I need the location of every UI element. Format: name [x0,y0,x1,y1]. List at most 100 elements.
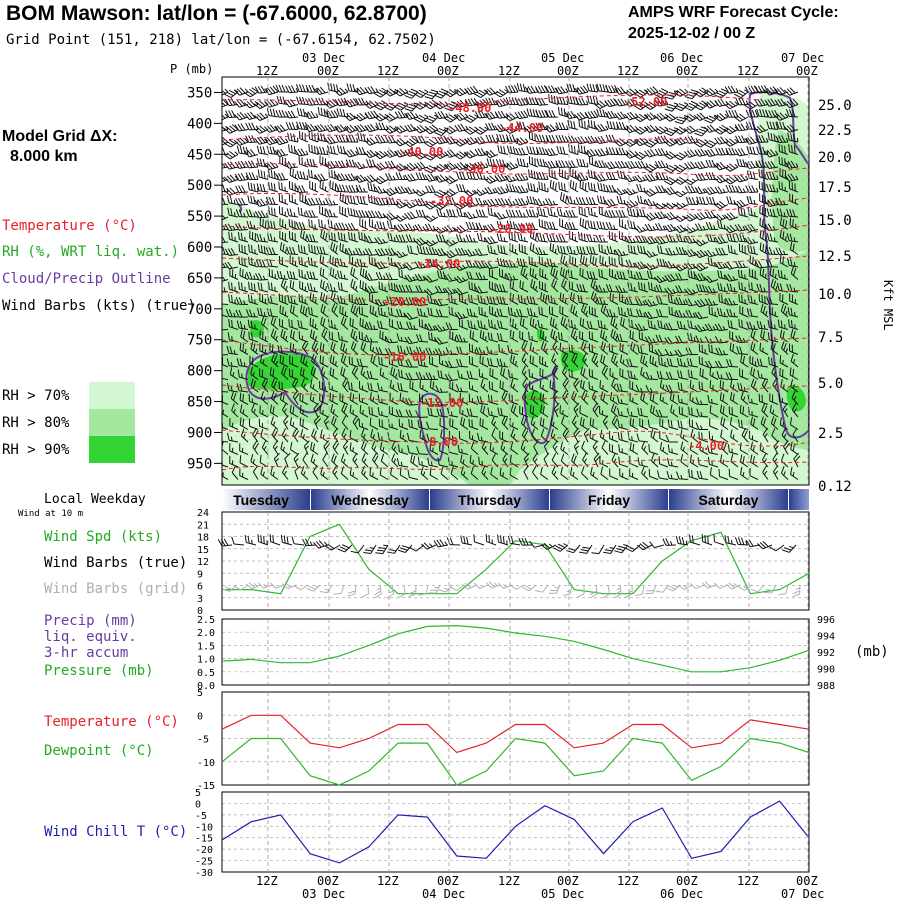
wind-barb [654,98,669,107]
wind-barb [734,174,749,183]
wind-barb [715,147,729,156]
wind-barb [253,125,269,134]
wind-barb [574,85,589,95]
wind-barb [644,149,659,158]
wind-barb [743,101,759,110]
wind-barb [519,280,529,293]
wind-barb [288,193,299,205]
wind-barb [749,255,759,268]
bottom-hour-label: 12Z [256,874,278,888]
top-date-label: 03 Dec [302,51,345,65]
bottom-date-label: 03 Dec [302,887,345,900]
wind-barb [333,87,349,96]
wind-barb [395,284,409,293]
bottom-hour-label: 12Z [377,874,399,888]
height-tick-label: 20.0 [818,150,852,166]
wind-barb [558,181,569,193]
wind-barb [383,187,399,197]
wind-barb [526,146,539,155]
wind-barb [484,223,499,233]
wind-barb [579,267,589,280]
wind-barb [647,281,659,293]
wind-barb [305,84,319,93]
wind-barb [286,208,299,218]
wind-barb [415,209,429,218]
wind-barb [787,132,799,143]
wind-barb [404,88,419,99]
wind-barb [666,584,681,592]
dewpoint-label: Dewpoint (°C) [44,743,154,759]
wind-barb [546,221,559,230]
wind-barb [234,99,249,108]
wind-barb [776,208,789,218]
wind-barb [268,206,279,218]
wind-barb [505,259,519,268]
wind-barb [255,259,269,268]
panel-tick-label: 0 [197,711,203,722]
wind-barb [413,89,429,98]
wind-barb [433,201,449,210]
wind-barb [298,156,309,168]
wind-barb [424,275,439,283]
wind-barb [257,307,269,318]
wind-barb [758,168,769,180]
wind-barb [257,169,269,180]
wind-barb [595,234,609,243]
wind-barb [749,268,759,280]
wind-barb [655,172,669,181]
wind-barb [256,233,269,243]
wind-barb [566,83,579,93]
wind-barb [655,223,669,231]
wind-barb [394,110,409,119]
wind-barb [735,97,749,106]
wind-barb [759,267,769,280]
wind-barb [586,246,599,255]
wind-barb [662,538,677,546]
wind-barb [587,206,599,218]
wind-barb [249,230,259,243]
wind-barb [537,207,549,218]
wind-barb [535,171,549,180]
bottom-date-label: 04 Dec [422,887,465,900]
wind-barb [696,196,709,205]
wind-barb [407,245,419,255]
wind-barb [514,197,529,206]
wind-barb [665,234,679,243]
wind-barb [475,272,489,281]
wind-barb [714,186,729,194]
wind-barb [414,161,429,171]
wind-barb [300,229,309,243]
wind-barb [279,230,289,243]
wind-barb [305,209,319,218]
wind-barb [734,260,749,269]
wind-barb [238,243,249,255]
pressure-tick-label: 350 [187,85,212,101]
wind-barb [549,242,559,255]
wind-barb [434,298,449,307]
wind-barb [550,266,559,280]
wind-barb [673,215,689,223]
wind-barb [576,158,589,168]
wind-barb [245,122,259,131]
wind-barb [723,224,739,234]
wind-barb [404,274,419,282]
wind-barb [608,256,619,268]
wind-barb [786,109,799,118]
wind-barb [535,109,549,118]
wind-barb [737,207,749,218]
wind-barb [707,257,719,268]
wind-barb [337,544,353,553]
wind-barb [245,135,259,144]
wind-barb [288,218,299,230]
wind-barb [594,123,609,133]
wind-barb [634,174,649,183]
wind-barb [714,88,729,99]
wind-barb [595,284,609,293]
wind-barb [393,137,409,147]
precip-label: Precip (mm) [44,613,137,629]
wind-barb [591,544,605,555]
wind-barb [368,218,379,230]
wind-barb [605,221,619,230]
wind-barb [264,136,279,146]
